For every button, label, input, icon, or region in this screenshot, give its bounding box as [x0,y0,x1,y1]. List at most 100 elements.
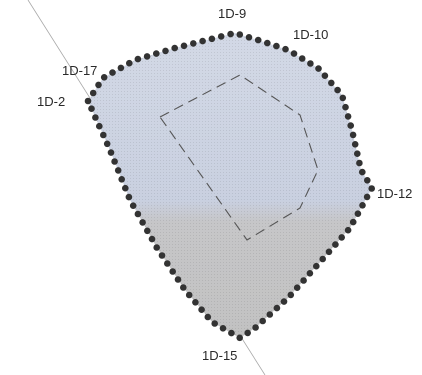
survey-point-dot [204,313,212,321]
label-1d-17: 1D-17 [62,63,97,78]
label-1d-10: 1D-10 [293,27,328,42]
survey-point-dot [300,277,307,284]
survey-point-dot [325,248,333,256]
survey-point-dot [293,284,301,292]
survey-point-dot [319,255,327,263]
survey-point-dot [198,306,205,314]
survey-point-dot [125,193,133,201]
survey-point-dot [114,167,122,174]
survey-point-dot [103,140,111,148]
survey-point-dot [134,210,142,218]
survey-point-dot [153,50,160,57]
survey-point-dot [328,79,335,87]
survey-point-dot [347,122,355,129]
survey-point-dot [351,141,359,148]
survey-point-dot [208,35,216,43]
survey-point-dot [356,159,363,167]
survey-point-dot [126,59,133,67]
survey-point-dot [199,37,206,45]
survey-point-dot [338,234,346,241]
survey-point-dot [359,168,366,176]
survey-point-dot [349,131,357,139]
survey-point-dot [174,276,182,283]
survey-point-dot [363,193,371,201]
survey-point-dot [266,311,274,318]
survey-point-dot [96,122,103,130]
survey-point-dot [306,270,314,277]
survey-point-dot [245,34,253,41]
survey-point-dot [354,150,361,157]
survey-point-dot [92,114,99,121]
survey-point-dot [344,226,352,234]
survey-point-dot [298,55,306,62]
survey-point-dot [290,50,298,57]
inner-boundary [159,74,319,241]
survey-point-dot [143,53,151,60]
survey-point-dot [217,33,225,40]
survey-point-dot [190,40,197,47]
survey-point-dot [264,39,271,47]
survey-point-dot [139,219,146,226]
survey-point-dot [259,317,267,325]
survey-point-dot [89,89,97,97]
survey-point-dot [111,158,118,165]
survey-point-dot [368,185,376,192]
survey-point-dot [192,299,199,306]
survey-point-dot [129,202,137,209]
survey-point-dot [321,72,329,79]
survey-point-dot [236,31,244,38]
survey-point-dot [117,64,125,72]
survey-point-dot [339,94,347,102]
survey-point-dot [185,291,193,299]
survey-point-dot [342,103,349,111]
survey-point-dot [364,177,371,184]
survey-point-dot [180,284,187,291]
survey-point-dot [282,45,289,53]
survey-point-dot [180,42,188,50]
label-1d-15: 1D-15 [202,348,237,363]
survey-points [84,30,376,342]
survey-point-dot [315,65,322,72]
survey-point-dot [144,227,151,235]
survey-point-dot [227,30,234,38]
label-1d-12: 1D-12 [377,186,412,201]
survey-point-dot [287,291,295,299]
survey-point-dot [88,105,95,112]
survey-point-dot [95,81,102,89]
survey-point-dot [100,131,107,139]
survey-point-dot [171,44,178,52]
survey-point-dot [100,74,108,81]
survey-point-dot [359,202,366,209]
survey-point-dot [148,235,156,243]
label-1d-9: 1D-9 [218,6,246,21]
survey-point-dot [153,244,160,251]
survey-point-dot [334,86,341,94]
survey-point-dot [236,334,243,342]
survey-point-dot [211,320,218,327]
survey-point-dot [228,329,235,337]
survey-point-dot [122,184,129,192]
survey-point-dot [354,210,362,217]
field-texture [88,33,372,338]
survey-point-dot [84,97,92,105]
survey-point-dot [219,325,227,332]
survey-point-dot [244,329,251,337]
survey-point-dot [254,36,262,44]
survey-point-dot [307,60,314,67]
survey-point-dot [252,324,259,331]
survey-point-dot [109,69,116,76]
survey-point-dot [164,260,171,267]
label-1d-2: 1D-2 [37,94,65,109]
survey-point-dot [344,113,352,120]
survey-point-dot [134,55,142,63]
survey-point-dot [273,42,280,50]
survey-point-dot [169,268,176,275]
survey-point-dot [349,218,357,226]
survey-point-dot [118,176,125,183]
survey-point-dot [332,241,339,248]
survey-point-dot [280,298,288,305]
survey-point-dot [313,262,320,270]
survey-point-dot [158,252,166,259]
